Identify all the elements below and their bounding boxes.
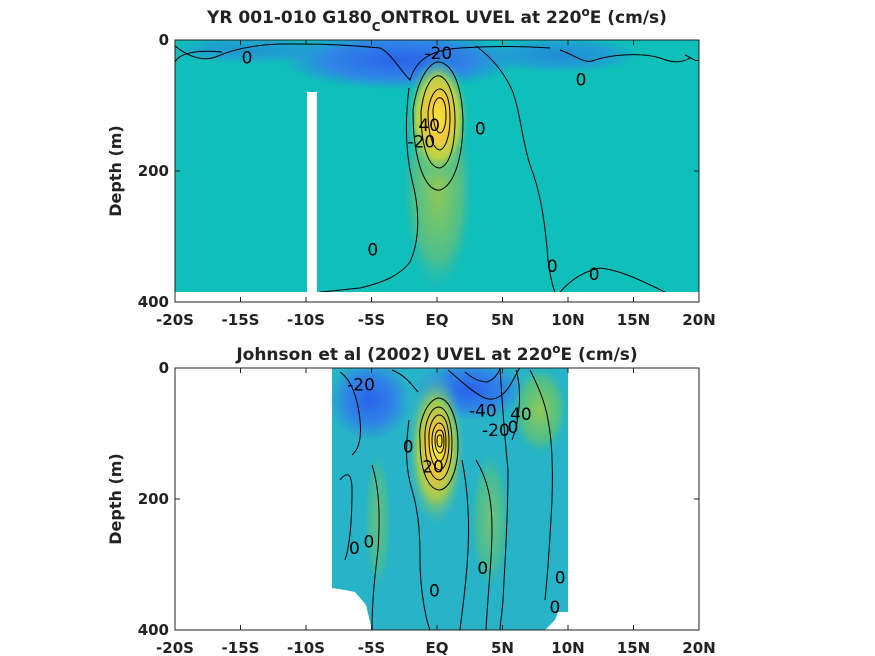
uvel-field xyxy=(330,368,568,630)
missing-data-strip xyxy=(307,92,317,292)
contour-label: 40 xyxy=(510,405,532,425)
undercurrent-core xyxy=(406,370,466,530)
positive-region xyxy=(364,450,392,590)
contour-label: 0 xyxy=(349,539,360,559)
x-tick-label: -5S xyxy=(358,639,385,656)
y-tick-label: 0 xyxy=(159,31,169,49)
contour-label: 0 xyxy=(576,70,587,90)
y-axis-label: Depth (m) xyxy=(106,125,125,217)
contour-label: 0 xyxy=(508,418,519,438)
y-tick-label: 0 xyxy=(159,359,169,377)
contour-label: 0 xyxy=(363,533,374,553)
positive-region xyxy=(512,368,568,455)
undercurrent-core xyxy=(406,56,470,180)
contour-label: 20 xyxy=(422,457,444,477)
y-tick-label: 400 xyxy=(138,293,169,311)
x-tick-label: 10N xyxy=(551,311,584,329)
contour-label: 0 xyxy=(367,241,378,261)
y-tick-label: 200 xyxy=(138,162,169,180)
contour-label: -20 xyxy=(482,421,510,441)
x-tick-label: 5N xyxy=(491,311,514,329)
chart-title: Johnson et al (2002) UVEL at 220oE (cm/s… xyxy=(235,342,637,365)
contour-lines xyxy=(339,368,553,630)
x-tick-label: -20S xyxy=(156,639,194,656)
contour-label: 0 xyxy=(549,598,560,618)
x-tick-label: 20N xyxy=(682,311,715,329)
y-tick-label: 200 xyxy=(138,490,169,508)
contour-label: 0 xyxy=(589,265,600,285)
negative-region xyxy=(330,368,410,440)
x-tick-label: -5S xyxy=(358,311,385,329)
y-tick-label: 400 xyxy=(138,621,169,639)
x-tick-label: 15N xyxy=(617,639,650,656)
chart-title: YR 001-010 G180CONTROL UVEL at 220oE (cm… xyxy=(206,5,667,34)
contour-label: 40 xyxy=(418,116,440,136)
contour-label: 0 xyxy=(429,582,440,602)
x-tick-label: EQ xyxy=(426,639,449,656)
contour-label: -20 xyxy=(424,44,452,64)
contour-label: -40 xyxy=(469,402,497,422)
x-tick-label: 20N xyxy=(682,639,715,656)
uvel-field xyxy=(175,40,699,292)
contour-label: 0 xyxy=(477,559,488,579)
x-tick-label: -15S xyxy=(222,311,260,329)
contour-label: -20 xyxy=(407,133,435,153)
contour-label: 0 xyxy=(547,257,558,277)
positive-region xyxy=(470,450,510,590)
x-tick-label: -15S xyxy=(222,639,260,656)
negative-region xyxy=(480,40,640,73)
x-tick-label: -10S xyxy=(287,311,325,329)
x-tick-label: 10N xyxy=(551,639,584,656)
contour-label: -20 xyxy=(347,375,375,395)
x-tick-label: 15N xyxy=(617,311,650,329)
contour-label: 0 xyxy=(555,569,566,589)
contour-label: 0 xyxy=(403,438,414,458)
contour-label: 0 xyxy=(475,119,486,139)
x-tick-label: 5N xyxy=(491,639,514,656)
x-tick-label: -20S xyxy=(156,311,194,329)
contour-lines xyxy=(175,43,699,292)
contour-label: 0 xyxy=(242,49,253,69)
x-tick-label: EQ xyxy=(426,311,449,329)
x-tick-label: -10S xyxy=(287,639,325,656)
y-axis-label: Depth (m) xyxy=(106,453,125,545)
